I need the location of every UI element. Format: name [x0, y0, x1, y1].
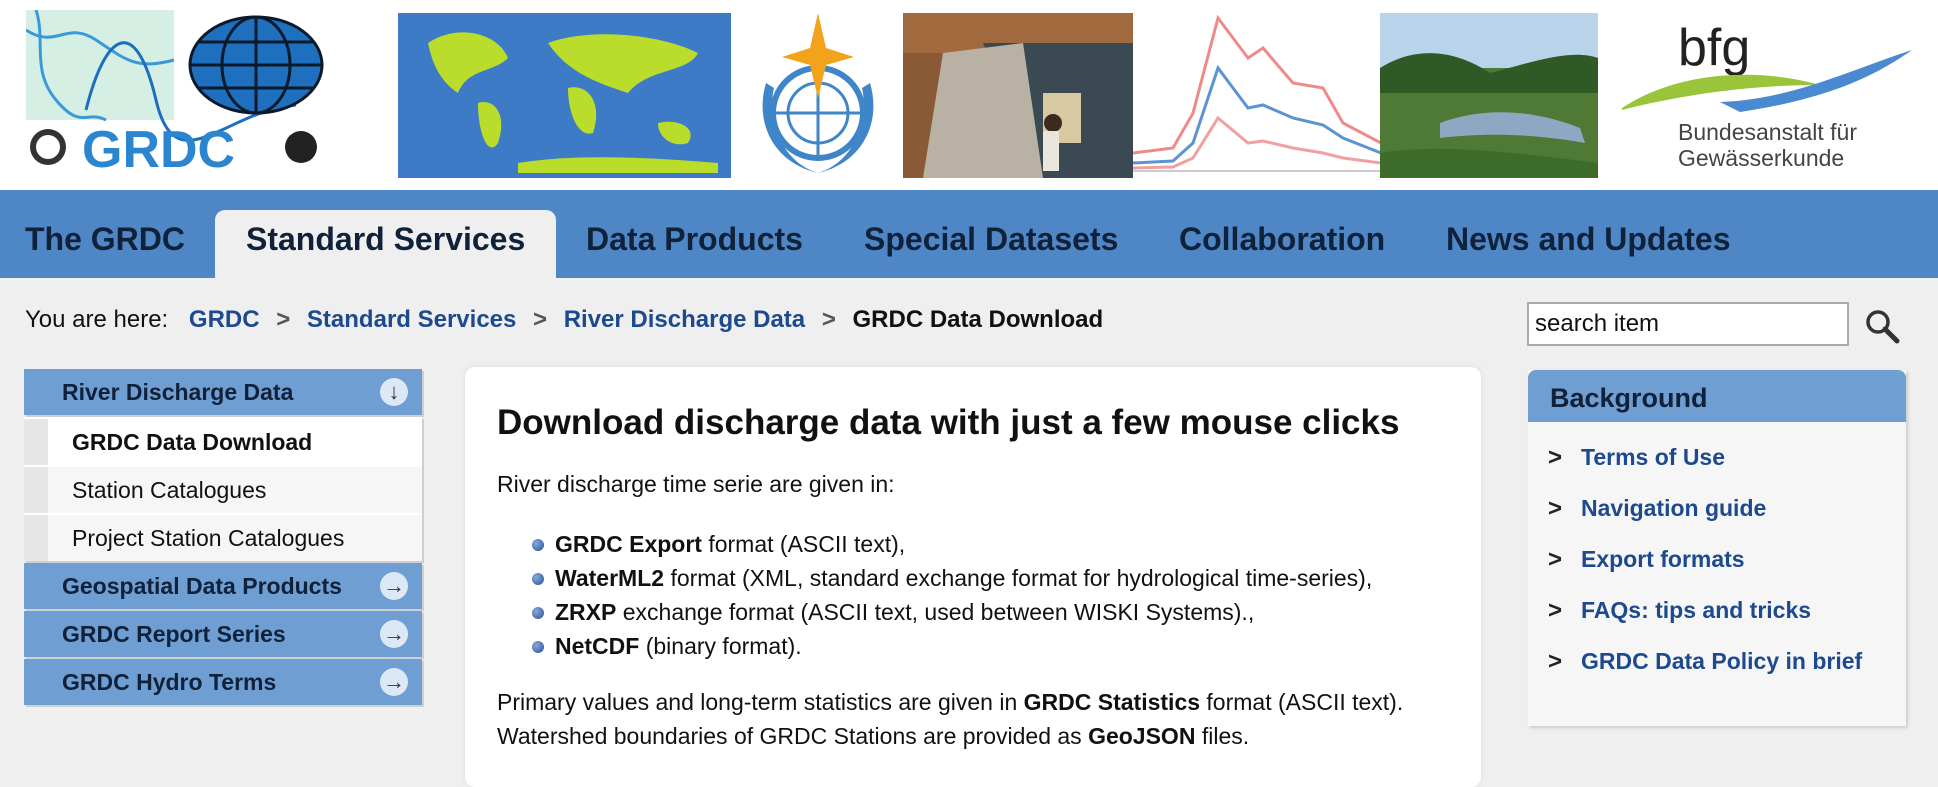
breadcrumb-link-river-discharge-data[interactable]: River Discharge Data: [563, 306, 806, 333]
link-export-formats[interactable]: > Export formats: [1528, 534, 1906, 585]
list-item: WaterML2 format (XML, standard exchange …: [497, 561, 1372, 595]
background-box-title: Background: [1528, 370, 1906, 422]
bullet-icon: [532, 641, 544, 653]
arrow-right-icon: →: [380, 668, 408, 696]
chevron-right-icon: >: [1548, 597, 1563, 624]
breadcrumb-prefix: You are here:: [25, 306, 169, 333]
hydrograph-image: [1133, 13, 1381, 178]
bfg-logo-abbr: bfg: [1678, 19, 1750, 77]
site-header: GRDC: [0, 0, 1938, 190]
breadcrumb-link-standard-services[interactable]: Standard Services: [306, 306, 517, 333]
list-item: ZRXP exchange format (ASCII text, used b…: [497, 595, 1372, 629]
sidebar-item-label: River Discharge Data: [62, 379, 294, 405]
breadcrumb-chevron-icon: >: [533, 306, 548, 333]
list-item: NetCDF (binary format).: [497, 629, 1372, 663]
arrow-right-icon: →: [380, 572, 408, 600]
chevron-right-icon: >: [1548, 444, 1563, 471]
grdc-logo-text: GRDC: [82, 121, 235, 174]
breadcrumb: You are here: GRDC > Standard Services >…: [25, 300, 1103, 340]
sidebar-item-grdc-hydro-terms[interactable]: GRDC Hydro Terms →: [24, 659, 422, 705]
link-label: Navigation guide: [1581, 495, 1767, 521]
para1-text-end: format (ASCII text).: [1200, 689, 1404, 715]
breadcrumb-link-grdc[interactable]: GRDC: [188, 306, 260, 333]
format-name: WaterML2: [555, 565, 665, 591]
breadcrumb-current: GRDC Data Download: [852, 306, 1104, 333]
nav-collaboration[interactable]: Collaboration: [1179, 221, 1386, 257]
format-name: ZRXP: [555, 599, 617, 625]
dam-photo: [903, 13, 1133, 178]
page-title: Download discharge data with just a few …: [497, 403, 1400, 442]
sidebar-item-label: GRDC Hydro Terms: [62, 669, 277, 695]
sidebar-navigation: River Discharge Data ↓ GRDC Data Downloa…: [24, 369, 422, 707]
bullet-icon: [532, 607, 544, 619]
wmo-emblem-image: [744, 13, 892, 178]
background-link-list: > Terms of Use > Navigation guide > Export …: [1528, 422, 1906, 687]
para2-text: Watershed boundaries of GRDC Stations ar…: [497, 723, 1089, 749]
sidebar-item-geospatial-data-products[interactable]: Geospatial Data Products →: [24, 563, 422, 609]
chevron-right-icon: >: [1548, 648, 1563, 675]
main-navigation: The GRDC Standard Services Data Products…: [0, 190, 1938, 278]
bfg-logo[interactable]: bfg Bundesanstalt für Gewässerkunde: [1620, 10, 1920, 180]
nav-news-and-updates[interactable]: News and Updates: [1446, 221, 1731, 257]
magnifier-icon[interactable]: [1862, 306, 1902, 346]
link-faqs[interactable]: > FAQs: tips and tricks: [1528, 585, 1906, 636]
grdc-logo[interactable]: GRDC: [26, 10, 326, 174]
bullet-icon: [532, 573, 544, 585]
link-navigation-guide[interactable]: > Navigation guide: [1528, 483, 1906, 534]
intro-text: River discharge time serie are given in:: [497, 471, 895, 497]
para2-text-end: files.: [1195, 723, 1250, 749]
link-label: FAQs: tips and tricks: [1581, 597, 1812, 623]
background-box: Background > Terms of Use > Navigation gui…: [1528, 370, 1906, 726]
list-item: GRDC Export format (ASCII text),: [497, 527, 1372, 561]
sidebar-subitem-project-station-catalogues[interactable]: Project Station Catalogues: [24, 515, 422, 561]
link-label: GRDC Data Policy in brief: [1581, 648, 1863, 674]
bullet-icon: [532, 539, 544, 551]
format-desc: format (XML, standard exchange format fo…: [664, 565, 1373, 591]
format-list: GRDC Export format (ASCII text), WaterML…: [497, 527, 1372, 663]
nav-the-grdc[interactable]: The GRDC: [25, 221, 185, 257]
sidebar-subitem-grdc-data-download[interactable]: GRDC Data Download: [24, 419, 422, 465]
breadcrumb-chevron-icon: >: [276, 306, 291, 333]
arrow-right-icon: →: [380, 620, 408, 648]
sidebar-item-grdc-report-series[interactable]: GRDC Report Series →: [24, 611, 422, 657]
sidebar-submenu: GRDC Data Download Station Catalogues Pr…: [24, 417, 422, 561]
link-label: Terms of Use: [1581, 444, 1726, 470]
bfg-logo-line1: Bundesanstalt für: [1678, 119, 1857, 145]
statistics-paragraph: Primary values and long-term statistics …: [497, 685, 1403, 753]
search-input[interactable]: [1527, 302, 1849, 346]
link-label: Export formats: [1581, 546, 1745, 572]
para1-text: Primary values and long-term statistics …: [497, 689, 1024, 715]
main-content: Download discharge data with just a few …: [465, 367, 1481, 787]
bfg-logo-line2: Gewässerkunde: [1678, 145, 1844, 171]
para2-bold: GeoJSON: [1088, 723, 1196, 749]
arrow-down-icon: ↓: [380, 378, 408, 406]
nav-standard-services[interactable]: Standard Services: [215, 210, 557, 278]
world-map-image: [398, 13, 731, 178]
sidebar-item-label: Geospatial Data Products: [62, 573, 342, 599]
chevron-right-icon: >: [1548, 495, 1563, 522]
river-photo: [1380, 13, 1598, 178]
chevron-right-icon: >: [1548, 546, 1563, 573]
link-data-policy[interactable]: > GRDC Data Policy in brief: [1528, 636, 1906, 687]
format-desc: exchange format (ASCII text, used betwee…: [616, 599, 1255, 625]
format-name: GRDC Export: [555, 531, 702, 557]
sidebar-item-river-discharge-data[interactable]: River Discharge Data ↓: [24, 369, 422, 415]
breadcrumb-chevron-icon: >: [821, 306, 836, 333]
sidebar-subitem-station-catalogues[interactable]: Station Catalogues: [24, 467, 422, 513]
link-terms-of-use[interactable]: > Terms of Use: [1528, 432, 1906, 483]
format-desc: (binary format).: [639, 633, 802, 659]
format-desc: format (ASCII text),: [701, 531, 906, 557]
nav-special-datasets[interactable]: Special Datasets: [864, 221, 1119, 257]
format-name: NetCDF: [555, 633, 640, 659]
nav-data-products[interactable]: Data Products: [586, 221, 803, 257]
para1-bold: GRDC Statistics: [1023, 689, 1201, 715]
sidebar-item-label: GRDC Report Series: [62, 621, 286, 647]
